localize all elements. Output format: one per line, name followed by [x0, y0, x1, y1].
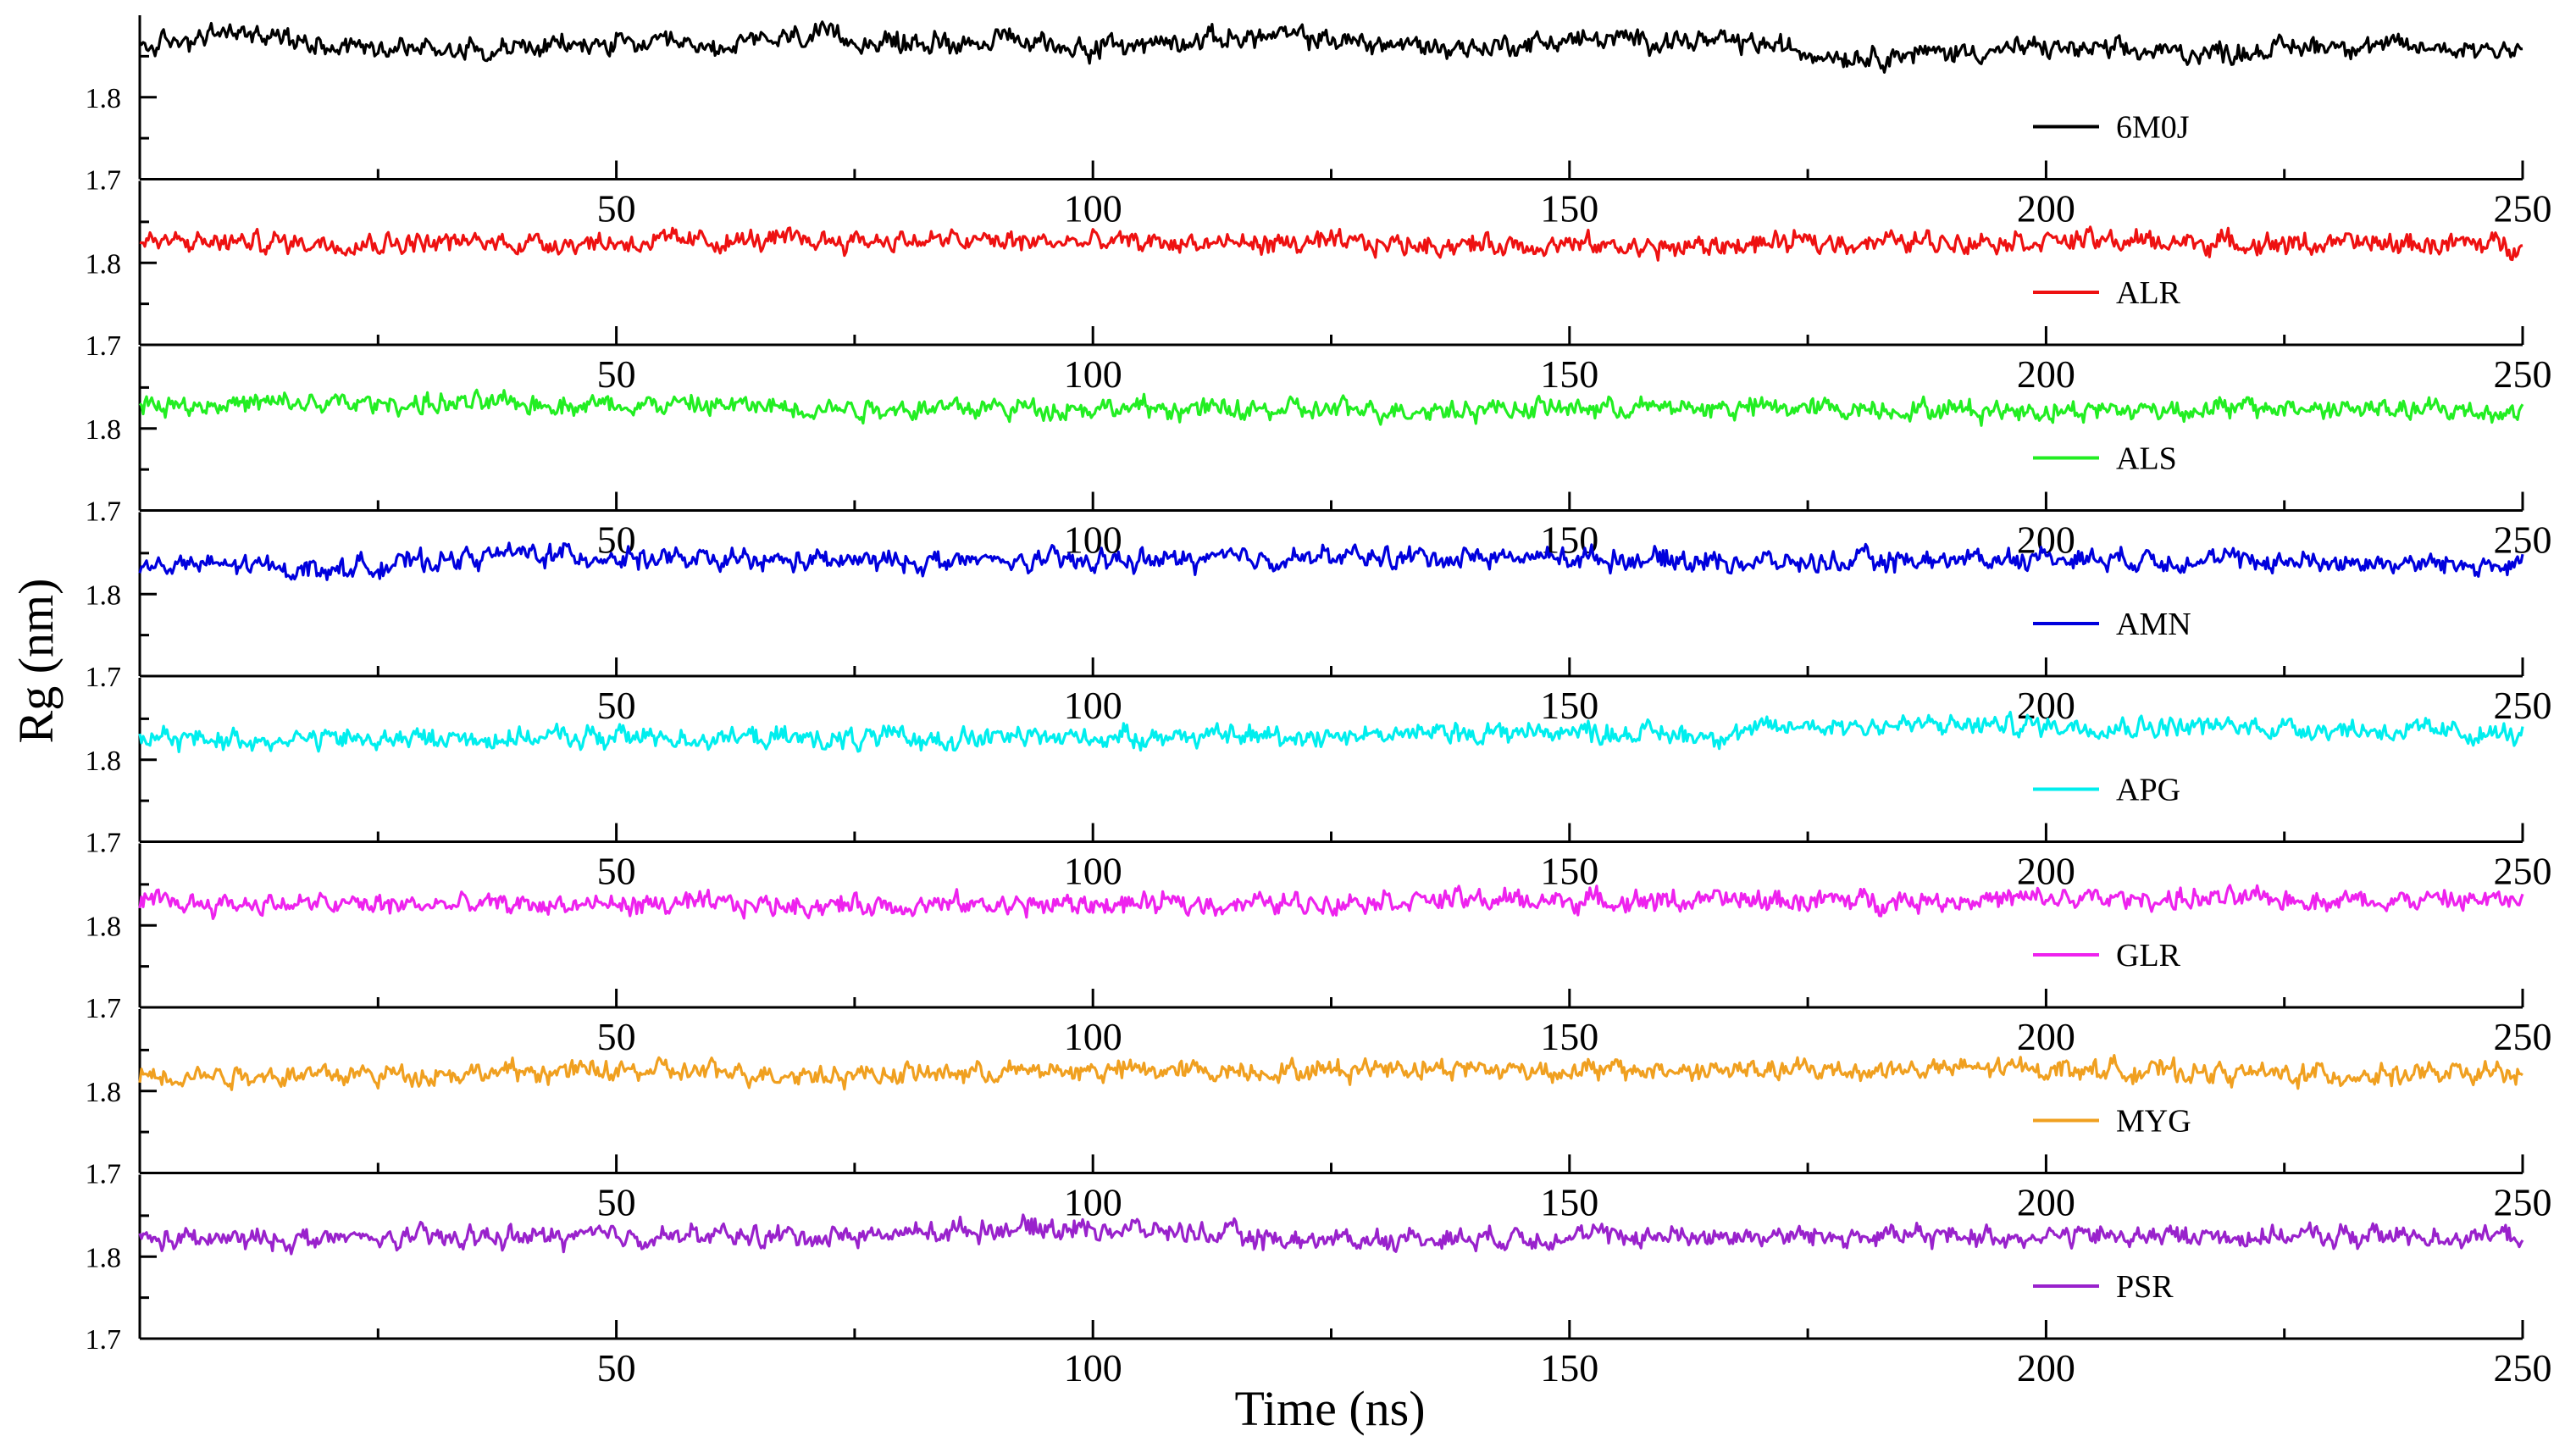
x-tick-label: 100 — [1064, 850, 1122, 893]
x-tick-label: 100 — [1064, 187, 1122, 230]
legend-label: MYG — [2116, 1104, 2191, 1140]
panel-als: 50 100 150 200 250 1.7 1.8 ALS — [86, 347, 2552, 562]
y-tick-label: 1.8 — [86, 1242, 122, 1273]
x-tick-label: 50 — [597, 187, 636, 230]
x-tick-label: 100 — [1064, 1346, 1122, 1389]
x-tick-label: 150 — [1540, 850, 1598, 893]
legend-label: ALR — [2116, 275, 2181, 311]
panel-psr: 50 100 150 200 250 1.7 1.8 PSR — [86, 1174, 2552, 1389]
y-tick-label: 1.7 — [86, 828, 122, 859]
y-tick-label: 1.7 — [86, 165, 122, 197]
y-tick-label: 1.8 — [86, 83, 122, 114]
x-tick-label: 100 — [1064, 1015, 1122, 1058]
series-line-myg — [138, 1053, 2523, 1091]
panel-6m0j: 50 100 150 200 250 1.7 1.8 6M0J — [86, 15, 2552, 230]
x-tick-label: 200 — [2017, 850, 2075, 893]
x-tick-label: 200 — [2017, 1015, 2075, 1058]
panel-myg: 50 100 150 200 250 1.7 1.8 MYG — [86, 1009, 2552, 1224]
x-tick-label: 50 — [597, 1015, 636, 1058]
y-tick-label: 1.7 — [86, 662, 122, 693]
x-tick-label: 100 — [1064, 684, 1122, 727]
y-tick-label: 1.8 — [86, 1077, 122, 1108]
x-tick-label: 150 — [1540, 684, 1598, 727]
x-tick-label: 100 — [1064, 1181, 1122, 1224]
x-tick-label: 200 — [2017, 352, 2075, 396]
x-tick-label: 150 — [1540, 187, 1598, 230]
x-tick-label: 200 — [2017, 1181, 2075, 1224]
x-tick-label: 50 — [597, 684, 636, 727]
x-tick-label: 250 — [2494, 1346, 2552, 1389]
x-tick-label: 250 — [2494, 684, 2552, 727]
series-line-6m0j — [138, 20, 2523, 75]
legend-label: GLR — [2116, 938, 2181, 973]
series-line-psr — [138, 1213, 2524, 1256]
y-tick-label: 1.7 — [86, 1159, 122, 1190]
y-tick-label: 1.7 — [86, 496, 122, 528]
legend-label: 6M0J — [2116, 110, 2190, 146]
y-tick-label: 1.7 — [86, 1324, 122, 1356]
panel-apg: 50 100 150 200 250 1.7 1.8 APG — [86, 678, 2552, 893]
x-tick-label: 250 — [2494, 187, 2552, 230]
x-tick-label: 150 — [1540, 1346, 1598, 1389]
series-line-amn — [138, 541, 2524, 581]
x-axis-title: Time (ns) — [1234, 1381, 1425, 1436]
x-tick-label: 50 — [597, 850, 636, 893]
x-tick-label: 150 — [1540, 1181, 1598, 1224]
y-axis-title: Rg (nm) — [8, 579, 64, 744]
x-tick-label: 50 — [597, 1181, 636, 1224]
legend-label: PSR — [2116, 1269, 2174, 1305]
x-tick-label: 250 — [2494, 519, 2552, 562]
x-tick-label: 250 — [2494, 1015, 2552, 1058]
y-tick-label: 1.8 — [86, 580, 122, 611]
legend-label: APG — [2116, 773, 2180, 808]
y-tick-label: 1.8 — [86, 414, 122, 446]
x-tick-label: 200 — [2017, 1346, 2075, 1389]
y-tick-label: 1.8 — [86, 248, 122, 280]
y-tick-label: 1.7 — [86, 993, 122, 1024]
panel-glr: 50 100 150 200 250 1.7 1.8 GLR — [86, 843, 2552, 1058]
x-tick-label: 100 — [1064, 352, 1122, 396]
x-tick-label: 50 — [597, 352, 636, 396]
x-tick-label: 150 — [1540, 1015, 1598, 1058]
x-tick-label: 200 — [2017, 187, 2075, 230]
series-line-glr — [138, 884, 2524, 921]
x-tick-label: 50 — [597, 1346, 636, 1389]
y-tick-label: 1.8 — [86, 746, 122, 777]
x-tick-label: 250 — [2494, 850, 2552, 893]
panel-alr: 50 100 150 200 250 1.7 1.8 ALR — [86, 180, 2552, 396]
x-tick-label: 150 — [1540, 352, 1598, 396]
x-tick-label: 250 — [2494, 1181, 2552, 1224]
legend-label: AMN — [2116, 607, 2191, 642]
y-tick-label: 1.8 — [86, 911, 122, 942]
panels: 50 100 150 200 250 1.7 1.8 6M0J 50 100 150 200 250 1.… — [86, 15, 2552, 1389]
legend-label: ALS — [2116, 441, 2177, 477]
y-tick-label: 1.7 — [86, 330, 122, 362]
x-tick-label: 250 — [2494, 352, 2552, 396]
series-line-als — [138, 388, 2524, 427]
series-line-apg — [138, 710, 2524, 754]
series-line-alr — [139, 225, 2523, 262]
